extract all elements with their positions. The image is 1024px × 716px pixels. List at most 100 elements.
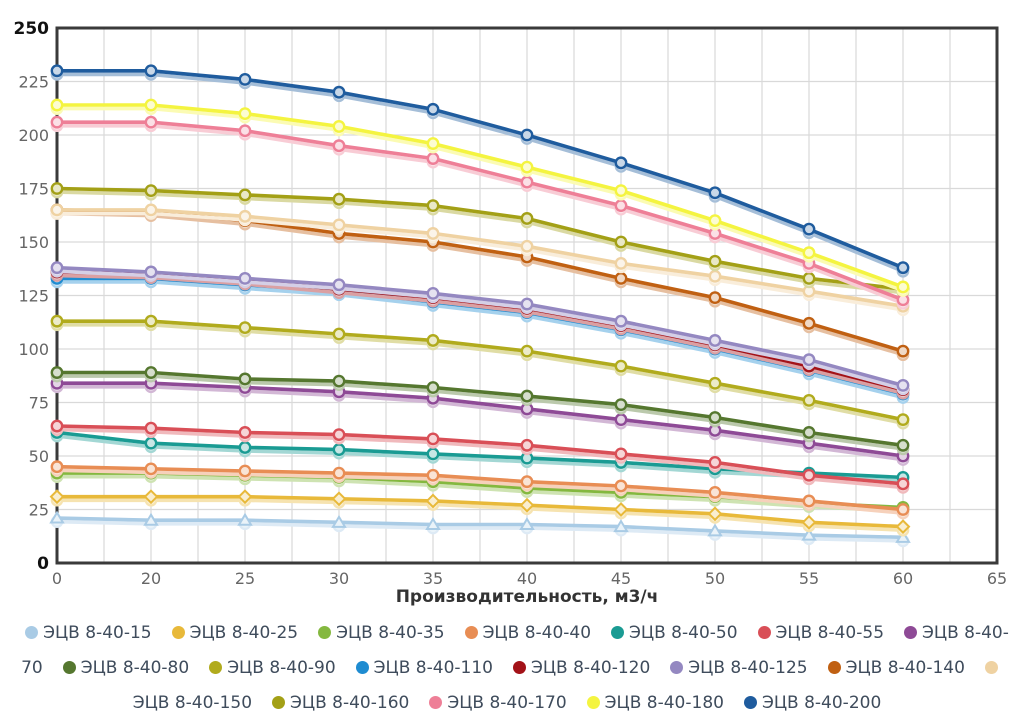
series-path [55, 381, 905, 458]
series-ecv-8-40-125 [50, 261, 910, 396]
data-point-marker [896, 503, 910, 516]
y-tick-label: 50 [29, 447, 49, 466]
data-point-marker [520, 344, 534, 358]
x-tick-label: 30 [329, 569, 349, 588]
legend-swatch-icon [464, 626, 478, 639]
legend-label: ЭЦВ 8-40-55 [775, 623, 885, 643]
data-point-marker [332, 192, 346, 206]
data-point-marker [144, 421, 158, 435]
legend-label: ЭЦВ 8-40-70 [21, 623, 1009, 678]
data-point-marker [144, 184, 158, 198]
pump-curves-chart: 0 25 50 75 100 125 150 175 200 225 250 0 20 25 30 35 40 4… [14, 19, 1008, 607]
data-point-marker [144, 115, 158, 129]
data-point-marker [708, 269, 722, 283]
series-path [55, 464, 905, 512]
data-point-marker [425, 493, 441, 509]
series-ecv-8-40-180 [50, 98, 910, 297]
data-point-marker [425, 517, 441, 530]
data-point-marker [50, 115, 64, 129]
data-point-marker [614, 256, 628, 270]
series-path [55, 186, 905, 291]
plot-border [55, 26, 999, 565]
legend-item-ecv-8-40-110: ЭЦВ 8-40-110 [355, 658, 493, 678]
data-point-marker [237, 512, 253, 526]
data-point-marker [331, 491, 347, 507]
data-point-marker [708, 376, 722, 390]
series-path [55, 424, 905, 486]
data-point-marker [708, 456, 722, 469]
data-point-marker [708, 485, 722, 499]
data-point-marker [707, 523, 723, 537]
data-point-marker [614, 359, 628, 373]
legend-swatch-icon [171, 626, 185, 639]
y-tick-label: 250 [14, 19, 50, 39]
data-point-marker [802, 494, 816, 508]
legend-item-ecv-8-40-160: ЭЦВ 8-40-160 [272, 693, 409, 713]
data-point-marker [614, 199, 628, 213]
data-point-marker [50, 460, 64, 474]
data-point-marker [238, 426, 252, 439]
x-tick-label: 20 [141, 569, 161, 588]
series-path [55, 208, 905, 308]
data-point-marker [614, 156, 628, 170]
data-point-marker [896, 344, 910, 358]
series-ecv-8-40-90 [50, 314, 910, 430]
legend-item-ecv-8-40-140: ЭЦВ 8-40-140 [827, 658, 965, 678]
data-point-marker [50, 203, 64, 217]
y-tick-label: 75 [29, 394, 49, 413]
data-point-marker [143, 512, 159, 526]
legend-item-ecv-8-40-150: ЭЦВ 8-40-150 [133, 658, 1003, 713]
legend-swatch-icon [62, 661, 76, 674]
data-point-marker [519, 517, 535, 530]
data-point-marker [50, 98, 64, 112]
data-point-marker [238, 321, 252, 334]
data-point-marker [332, 139, 346, 153]
x-tick-label: 0 [52, 569, 62, 588]
data-point-marker [426, 286, 440, 300]
legend-label: ЭЦВ 8-40-150 [132, 693, 253, 713]
legend-item-ecv-8-40-15: ЭЦВ 8-40-15 [25, 623, 152, 643]
data-point-marker [802, 353, 816, 367]
legend-label: ЭЦВ 8-40-160 [290, 693, 410, 713]
data-point-marker [614, 235, 628, 249]
data-point-marker [144, 314, 158, 328]
data-point-marker [708, 334, 722, 347]
legend-label: ЭЦВ 8-40-120 [530, 658, 651, 678]
series-path [55, 370, 905, 448]
data-point-marker [802, 426, 816, 439]
data-point-marker [238, 271, 252, 285]
data-point-marker [802, 468, 816, 482]
y-tick-label: 25 [29, 501, 49, 520]
data-point-marker [238, 209, 252, 223]
data-point-marker [332, 327, 346, 341]
data-point-marker [426, 432, 440, 446]
x-tick-label: 65 [987, 569, 1007, 588]
data-point-marker [613, 502, 629, 517]
y-tick-label: 150 [18, 233, 49, 252]
series-ecv-8-40-15 [49, 510, 911, 548]
data-point-marker [144, 436, 158, 450]
x-tick-label: 60 [893, 569, 913, 588]
data-point-marker [332, 278, 346, 292]
x-tick-label: 35 [423, 569, 443, 588]
x-tick-label: 45 [611, 569, 631, 588]
series-ecv-8-40-70 [50, 376, 910, 466]
legend-label: ЭЦВ 8-40-180 [604, 693, 724, 713]
data-point-marker [614, 271, 628, 285]
data-point-marker [519, 497, 535, 513]
data-point-marker [332, 466, 346, 480]
data-point-marker [708, 411, 722, 424]
data-point-marker [801, 527, 817, 541]
legend-item-ecv-8-40-180: ЭЦВ 8-40-180 [586, 693, 724, 713]
data-point-marker [520, 389, 534, 403]
series-path [55, 103, 905, 289]
series-ecv-8-40-170 [50, 115, 910, 310]
data-point-marker [896, 261, 910, 275]
series-ecv-8-40-80 [50, 366, 910, 456]
legend-swatch-icon [512, 661, 526, 674]
legend-swatch-icon [984, 661, 998, 674]
legend-swatch-icon [25, 626, 39, 639]
data-point-marker [238, 188, 252, 202]
data-point-marker [426, 152, 440, 165]
x-tick-label: 25 [235, 569, 255, 588]
